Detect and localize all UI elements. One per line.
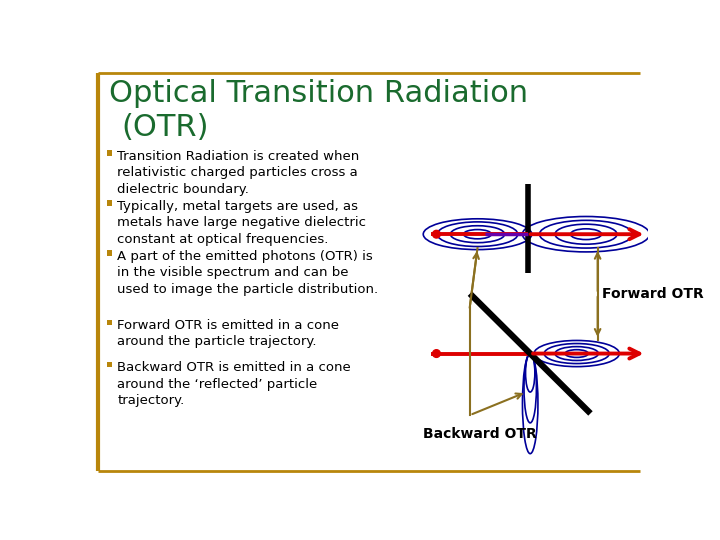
FancyBboxPatch shape — [107, 150, 112, 156]
FancyBboxPatch shape — [107, 362, 112, 367]
FancyBboxPatch shape — [107, 251, 112, 256]
Text: Backward OTR: Backward OTR — [423, 427, 537, 441]
Text: Transition Radiation is created when
relativistic charged particles cross a
diel: Transition Radiation is created when rel… — [117, 150, 359, 195]
Text: Optical Transition Radiation: Optical Transition Radiation — [109, 79, 528, 107]
Circle shape — [433, 231, 441, 238]
Text: Backward OTR is emitted in a cone
around the ‘reflected’ particle
trajectory.: Backward OTR is emitted in a cone around… — [117, 361, 351, 407]
Circle shape — [433, 350, 441, 357]
Text: Forward OTR: Forward OTR — [601, 287, 703, 301]
FancyBboxPatch shape — [107, 320, 112, 325]
FancyBboxPatch shape — [107, 200, 112, 206]
Text: Typically, metal targets are used, as
metals have large negative dielectric
cons: Typically, metal targets are used, as me… — [117, 200, 366, 246]
Text: A part of the emitted photons (OTR) is
in the visible spectrum and can be
used t: A part of the emitted photons (OTR) is i… — [117, 249, 378, 295]
Text: (OTR): (OTR) — [121, 112, 209, 141]
Text: Forward OTR is emitted in a cone
around the particle trajectory.: Forward OTR is emitted in a cone around … — [117, 319, 339, 348]
